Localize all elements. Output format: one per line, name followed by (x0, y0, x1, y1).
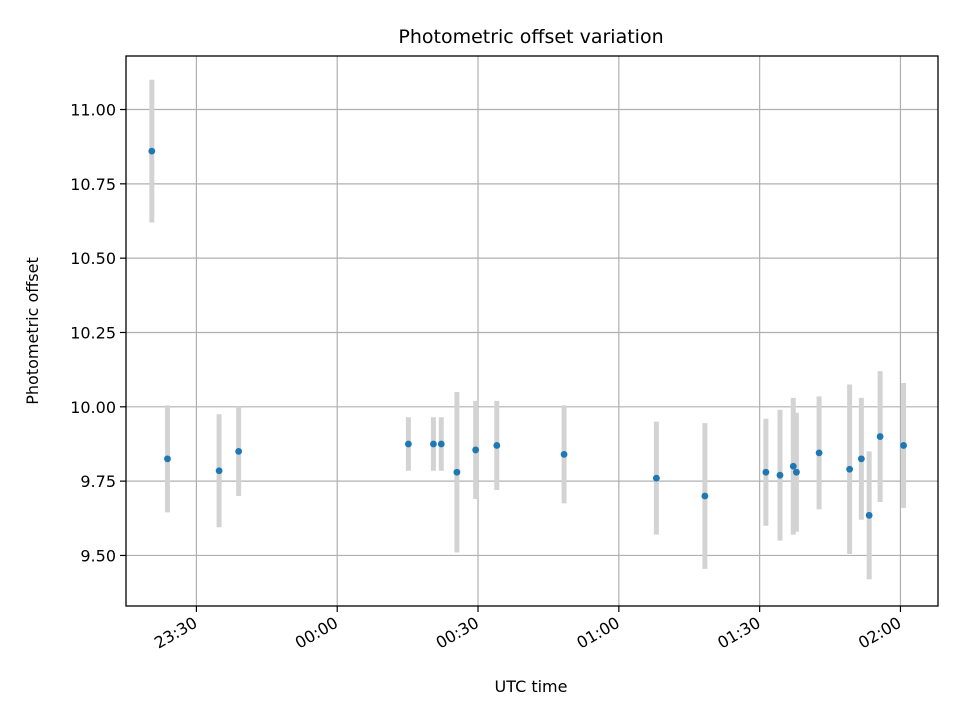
y-tick-label: 10.75 (70, 175, 116, 194)
data-point (876, 433, 884, 440)
data-point (701, 492, 709, 500)
data-point (493, 442, 501, 449)
plot-frame (125, 55, 939, 607)
data-point (405, 440, 412, 448)
x-axis-label: UTC time (495, 677, 568, 696)
data-point (762, 468, 770, 476)
data-point (215, 467, 223, 475)
y-axis-label: Photometric offset (23, 257, 42, 405)
grid (126, 56, 938, 606)
data-point (472, 446, 480, 454)
data-points (148, 147, 907, 519)
y-tick-label: 11.00 (70, 101, 116, 120)
chart-title: Photometric offset variation (398, 26, 663, 48)
data-point (793, 468, 800, 476)
data-point (865, 511, 873, 519)
data-point (560, 450, 568, 458)
data-point (164, 455, 171, 463)
data-point (148, 147, 156, 155)
data-point (437, 440, 445, 448)
y-tick-label: 9.50 (80, 546, 116, 565)
data-point (235, 448, 243, 455)
y-tick-label: 10.50 (70, 249, 116, 268)
data-point (789, 462, 797, 470)
data-point (652, 474, 660, 482)
data-point (900, 442, 907, 449)
data-point (857, 455, 865, 463)
data-point (776, 471, 784, 479)
y-ticks: 9.50 9.75 10.00 10.25 10.50 10.75 11.00 (70, 101, 126, 565)
data-point (815, 449, 823, 457)
y-tick-label: 10.00 (70, 398, 116, 417)
data-point (846, 465, 854, 473)
y-tick-label: 9.75 (80, 472, 116, 491)
y-tick-label: 10.25 (70, 323, 116, 342)
data-point (453, 468, 461, 476)
data-point (430, 440, 437, 448)
